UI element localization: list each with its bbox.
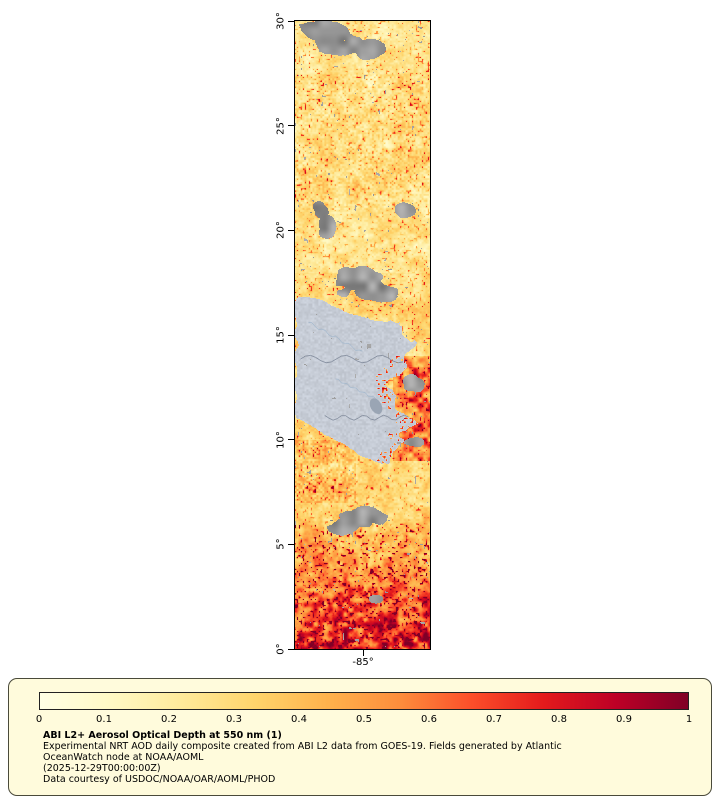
colorbar-tick-label: 0 — [35, 714, 43, 725]
legend-panel: 0 0.1 0.2 0.3 0.4 0.5 0.6 0.7 0.8 0.9 1 ABI L2+ Ae… — [8, 678, 712, 796]
lat-tick-label: 25° — [275, 116, 287, 135]
colorbar-tick-label: 0.1 — [96, 714, 112, 725]
lat-tick-mark — [288, 543, 294, 545]
colorbar-tick-label: 0.3 — [226, 714, 242, 725]
legend-line-4: Data courtesy of USDOC/NOAA/OAR/AOML/PHO… — [43, 774, 276, 785]
lat-tick-mark — [288, 334, 294, 336]
colorbar-tick-label: 0.9 — [616, 714, 632, 725]
lat-tick-label: 0° — [275, 643, 287, 655]
legend-line-2: OceanWatch node at NOAA/AOML — [43, 752, 204, 763]
lat-tick-label: 15° — [275, 326, 287, 344]
lat-tick-label: 5° — [275, 538, 287, 551]
legend-line-3: (2025-12-29T00:00:00Z) — [43, 763, 161, 774]
colorbar-tick-label: 0.2 — [161, 714, 177, 725]
map-plot-frame — [294, 20, 431, 650]
colorbar — [39, 692, 689, 710]
lat-tick-mark — [288, 439, 294, 441]
lat-tick-label: 10° — [275, 430, 287, 449]
colorbar-tick-label: 1 — [685, 714, 693, 725]
lon-tick-label: -85° — [352, 657, 374, 668]
colorbar-tick-label: 0.8 — [551, 714, 567, 725]
lat-tick-mark — [288, 229, 294, 231]
colorbar-tick-label: 0.7 — [486, 714, 502, 725]
legend-line-1: Experimental NRT AOD daily composite cre… — [43, 741, 562, 752]
lat-tick-mark — [288, 20, 294, 22]
colorbar-tick-label: 0.4 — [291, 714, 307, 725]
colorbar-tick-label: 0.6 — [421, 714, 437, 725]
lat-tick-mark — [288, 125, 294, 127]
colorbar-tick-label: 0.5 — [356, 714, 372, 725]
aod-map-canvas — [295, 21, 430, 649]
lat-tick-mark — [288, 648, 294, 650]
legend-text-block: ABI L2+ Aerosol Optical Depth at 550 nm … — [43, 730, 562, 785]
lon-tick-mark — [363, 650, 365, 656]
lat-tick-label: 20° — [275, 221, 287, 240]
legend-title: ABI L2+ Aerosol Optical Depth at 550 nm … — [43, 730, 282, 741]
lat-tick-label: 30° — [275, 12, 287, 30]
